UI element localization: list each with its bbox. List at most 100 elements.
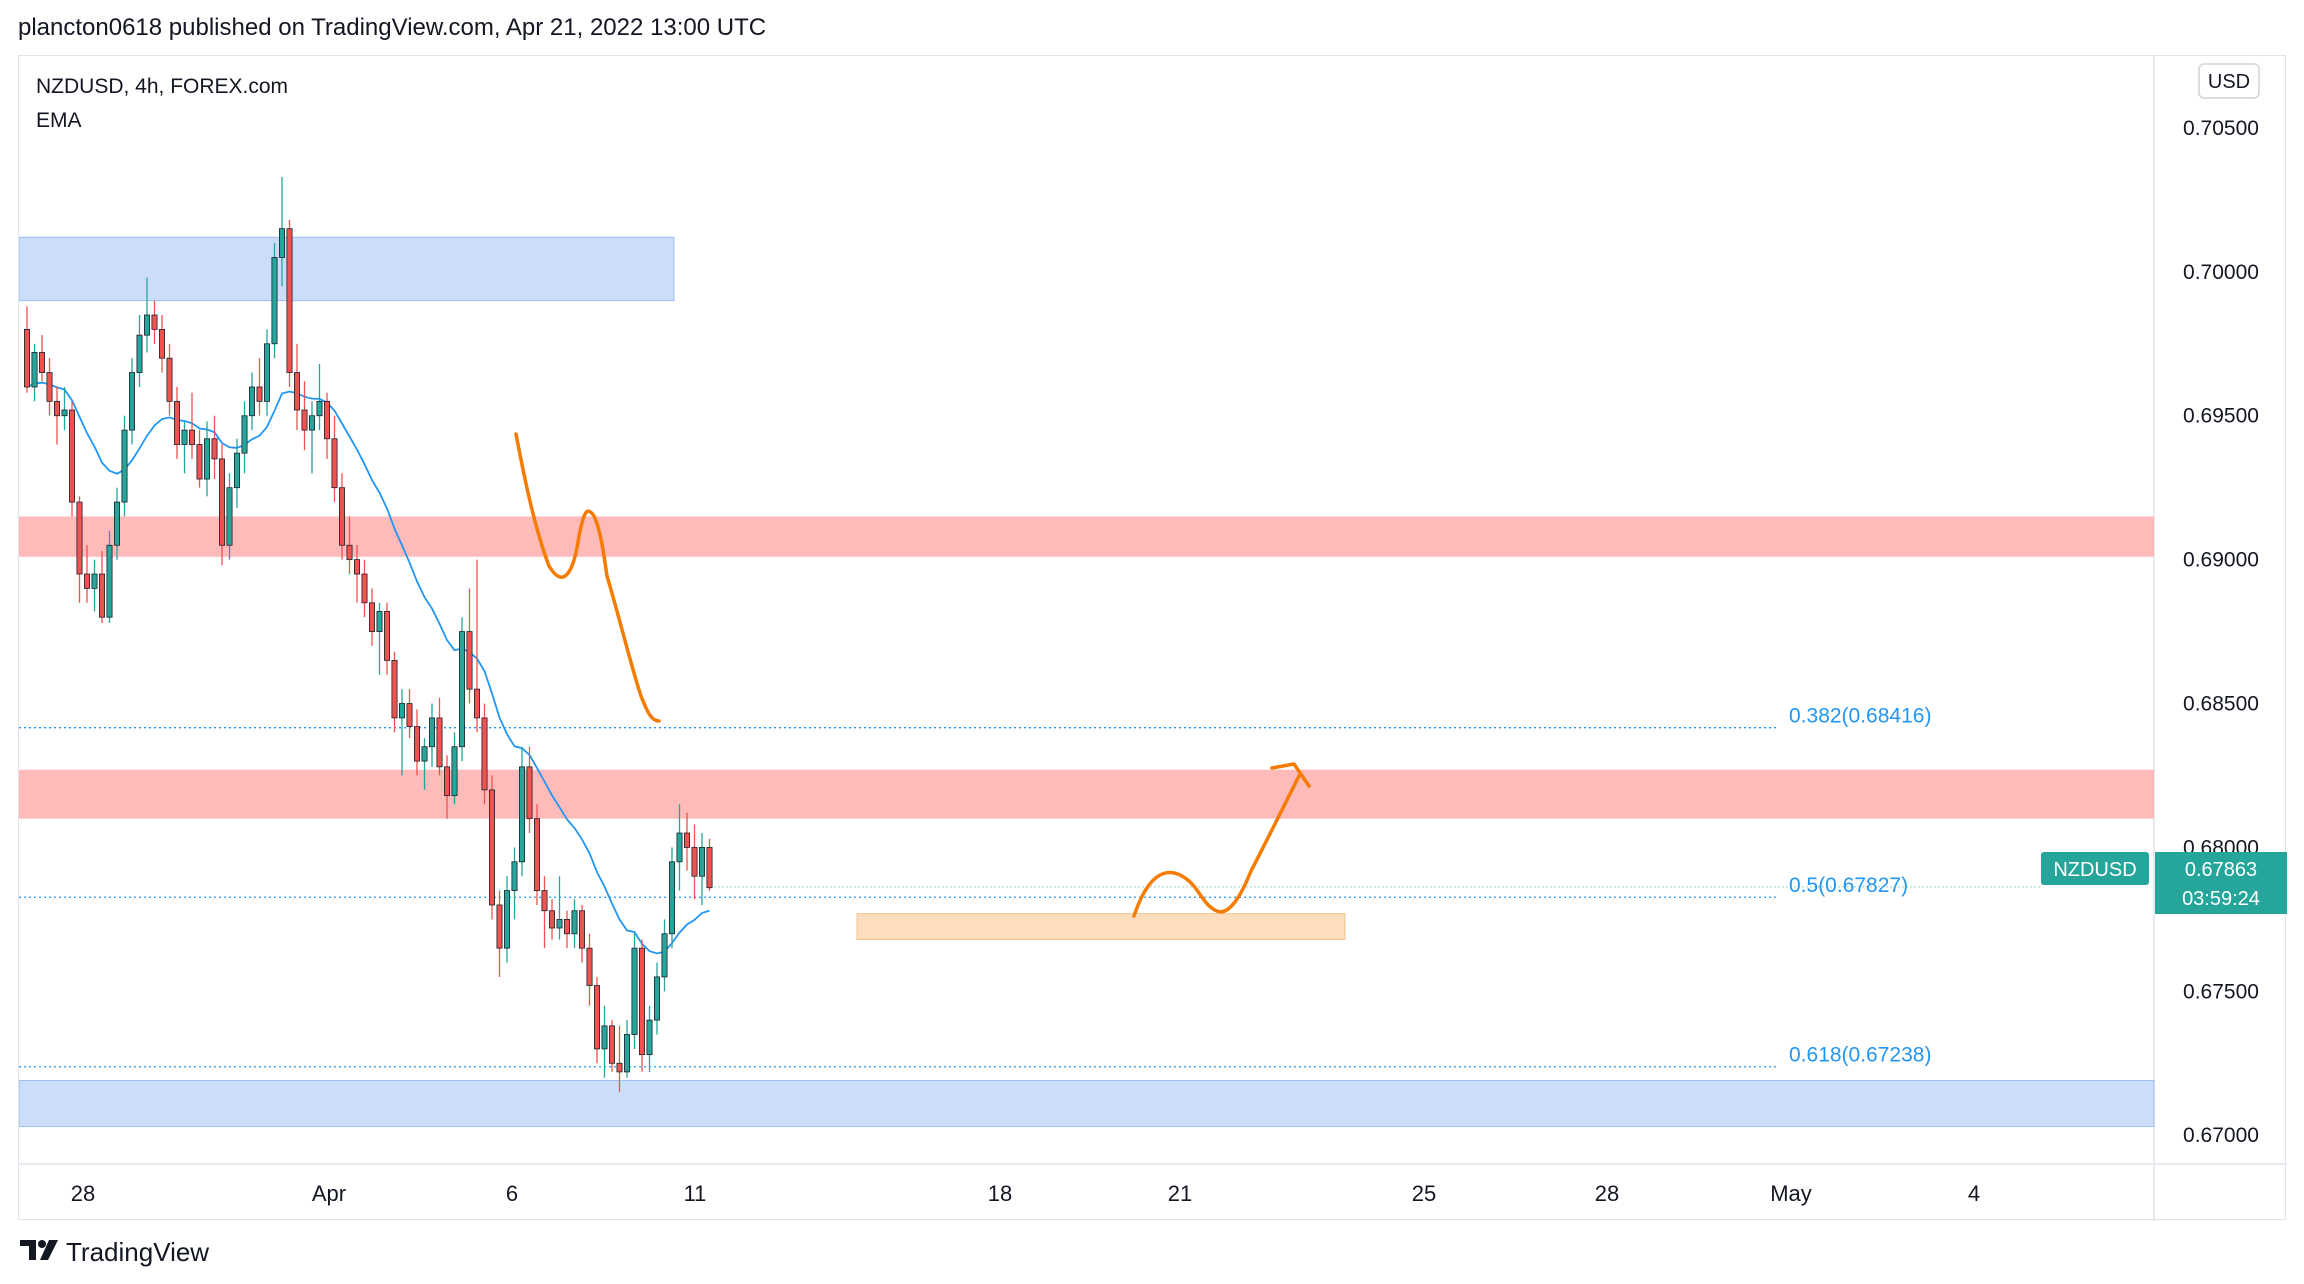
candle[interactable] xyxy=(181,421,188,474)
chart-frame[interactable]: 0.382(0.68416) 0.5(0.67827) 0.618(0.67238)… xyxy=(18,55,2287,1221)
candle[interactable] xyxy=(368,588,375,646)
candle[interactable] xyxy=(421,738,428,790)
candle[interactable] xyxy=(46,358,53,416)
candle[interactable] xyxy=(84,545,91,603)
candle[interactable] xyxy=(549,899,556,940)
candle[interactable] xyxy=(676,804,683,891)
candle[interactable] xyxy=(151,300,158,344)
candle[interactable] xyxy=(624,1020,631,1078)
candle[interactable] xyxy=(541,876,548,949)
candle[interactable] xyxy=(361,559,368,618)
candle[interactable] xyxy=(144,277,151,353)
candle[interactable] xyxy=(669,847,676,949)
candle[interactable] xyxy=(136,315,143,387)
candle[interactable] xyxy=(31,343,38,402)
candle[interactable] xyxy=(173,386,180,459)
candle[interactable] xyxy=(211,415,218,480)
candle[interactable] xyxy=(646,1005,653,1072)
time-axis[interactable]: 28 Apr 6 11 18 21 25 28 May 4 xyxy=(71,1181,1980,1206)
candle[interactable] xyxy=(458,617,465,762)
price-axis[interactable]: 0.705000.700000.695000.690000.685000.680… xyxy=(2183,117,2259,1147)
candle[interactable] xyxy=(121,415,128,517)
candle[interactable] xyxy=(503,876,510,963)
candle[interactable] xyxy=(466,588,473,704)
candle[interactable] xyxy=(61,386,68,431)
candle[interactable] xyxy=(114,487,121,560)
candle[interactable] xyxy=(639,939,646,1072)
candle[interactable] xyxy=(241,401,248,474)
candle[interactable] xyxy=(263,329,270,416)
candles-layer[interactable] xyxy=(24,176,2041,1093)
candle[interactable] xyxy=(391,651,398,733)
candle[interactable] xyxy=(256,358,263,416)
candle[interactable] xyxy=(473,559,480,733)
candle[interactable] xyxy=(166,343,173,416)
candle[interactable] xyxy=(383,602,390,675)
candle[interactable] xyxy=(316,363,323,431)
candle[interactable] xyxy=(699,833,706,905)
candle[interactable] xyxy=(248,372,255,431)
candle[interactable] xyxy=(616,1025,623,1093)
candle[interactable] xyxy=(601,1005,608,1078)
candle[interactable] xyxy=(661,919,668,992)
candle[interactable] xyxy=(406,689,413,739)
candle[interactable] xyxy=(579,904,586,963)
candle[interactable] xyxy=(526,746,533,834)
candle[interactable] xyxy=(518,746,525,877)
chart-canvas[interactable]: 0.382(0.68416) 0.5(0.67827) 0.618(0.67238)… xyxy=(19,56,2287,1221)
candle[interactable] xyxy=(376,602,383,675)
candle[interactable] xyxy=(443,755,450,819)
candle[interactable] xyxy=(188,392,195,459)
candle[interactable] xyxy=(346,516,353,575)
candle[interactable] xyxy=(571,899,578,949)
candle[interactable] xyxy=(293,343,300,431)
candle[interactable] xyxy=(556,876,563,940)
candle[interactable] xyxy=(91,559,98,612)
candle[interactable] xyxy=(38,335,45,382)
legend-indicator[interactable]: EMA xyxy=(36,109,82,132)
candle[interactable] xyxy=(353,545,360,603)
candle[interactable] xyxy=(451,732,458,805)
candle[interactable] xyxy=(631,933,638,1049)
candle[interactable] xyxy=(69,401,76,517)
candle[interactable] xyxy=(301,381,308,451)
candle[interactable] xyxy=(691,824,698,900)
candle[interactable] xyxy=(233,438,240,508)
candle[interactable] xyxy=(706,838,713,891)
candle[interactable] xyxy=(308,401,315,474)
candle[interactable] xyxy=(286,220,293,387)
tradingview-logo[interactable]: TradingView xyxy=(18,1232,278,1272)
candle[interactable] xyxy=(436,697,443,776)
candle[interactable] xyxy=(413,709,420,776)
candle[interactable] xyxy=(99,551,106,623)
candle[interactable] xyxy=(564,910,571,949)
candle[interactable] xyxy=(684,812,691,871)
candle[interactable] xyxy=(203,421,210,497)
candle[interactable] xyxy=(428,703,435,767)
candle[interactable] xyxy=(331,415,338,503)
candle[interactable] xyxy=(511,847,518,920)
candle[interactable] xyxy=(586,933,593,1006)
candle[interactable] xyxy=(129,358,136,445)
candle[interactable] xyxy=(278,176,285,287)
currency-box[interactable] xyxy=(2198,63,2260,99)
candle[interactable] xyxy=(24,306,30,393)
candle[interactable] xyxy=(654,962,661,1035)
candle[interactable] xyxy=(323,392,330,459)
candle[interactable] xyxy=(158,315,165,373)
candle[interactable] xyxy=(76,496,83,603)
candle[interactable] xyxy=(271,243,278,359)
candle[interactable] xyxy=(594,976,601,1064)
candle[interactable] xyxy=(534,804,541,905)
candle[interactable] xyxy=(226,473,233,560)
candle[interactable] xyxy=(196,430,203,488)
candle[interactable] xyxy=(338,473,345,560)
candle[interactable] xyxy=(54,386,61,445)
candle[interactable] xyxy=(496,890,503,977)
candle[interactable] xyxy=(488,775,495,920)
candle[interactable] xyxy=(609,1020,616,1072)
candle[interactable] xyxy=(481,703,488,805)
candle[interactable] xyxy=(106,530,113,623)
candle[interactable] xyxy=(218,444,225,566)
candle[interactable] xyxy=(398,689,405,776)
